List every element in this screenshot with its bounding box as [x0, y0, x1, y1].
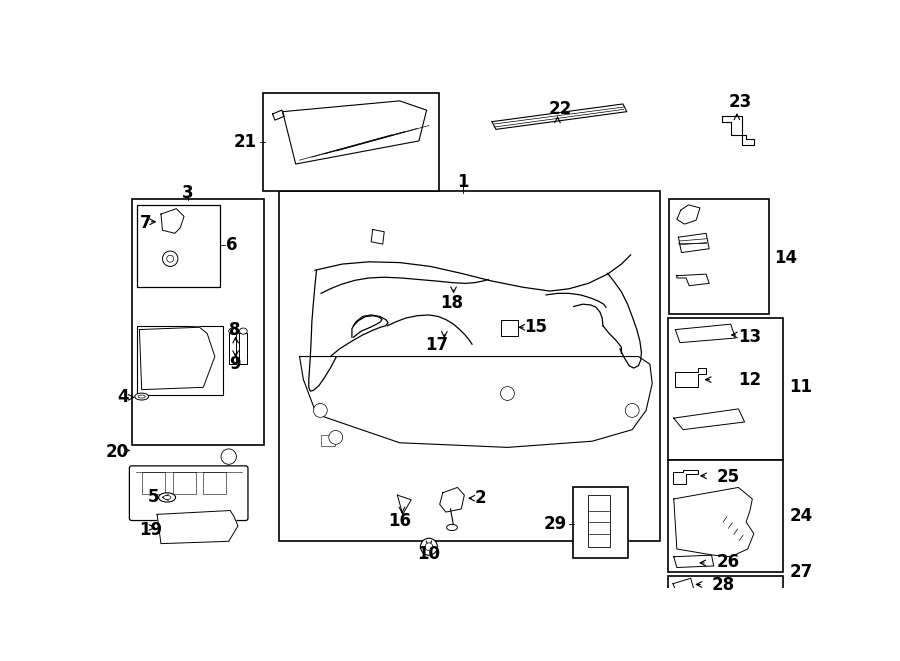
- Bar: [203, 472, 227, 494]
- Text: 1: 1: [457, 173, 469, 191]
- Bar: [394, 379, 439, 396]
- Ellipse shape: [239, 328, 248, 334]
- Text: 9: 9: [229, 355, 240, 373]
- Text: 18: 18: [440, 293, 464, 311]
- Bar: [180, 518, 192, 535]
- Polygon shape: [679, 233, 709, 253]
- Text: 8: 8: [229, 321, 240, 338]
- Text: 27: 27: [789, 563, 813, 581]
- Polygon shape: [397, 495, 411, 514]
- Ellipse shape: [420, 538, 437, 555]
- Bar: [589, 495, 610, 547]
- Text: 7: 7: [140, 214, 151, 232]
- Polygon shape: [722, 116, 754, 145]
- Text: 22: 22: [548, 100, 572, 118]
- Bar: [137, 205, 220, 288]
- Text: 6: 6: [227, 236, 238, 254]
- Bar: [137, 326, 223, 395]
- Polygon shape: [140, 327, 215, 389]
- Bar: [669, 199, 770, 314]
- FancyBboxPatch shape: [130, 466, 248, 520]
- Ellipse shape: [446, 524, 457, 531]
- Bar: [279, 191, 660, 541]
- Bar: [668, 318, 783, 461]
- Bar: [573, 487, 628, 559]
- Text: 19: 19: [140, 521, 163, 539]
- Polygon shape: [673, 578, 694, 594]
- Polygon shape: [670, 599, 777, 640]
- Polygon shape: [300, 356, 652, 447]
- Polygon shape: [440, 487, 464, 512]
- Polygon shape: [675, 324, 735, 342]
- Text: 13: 13: [738, 327, 761, 346]
- Ellipse shape: [425, 543, 433, 551]
- Ellipse shape: [500, 387, 515, 401]
- Text: 21: 21: [234, 134, 257, 151]
- Polygon shape: [673, 470, 698, 484]
- Bar: [507, 385, 552, 402]
- Polygon shape: [674, 555, 714, 568]
- Ellipse shape: [139, 395, 145, 398]
- Polygon shape: [239, 333, 248, 364]
- Text: 26: 26: [717, 553, 740, 571]
- Text: 11: 11: [789, 378, 813, 397]
- Ellipse shape: [166, 255, 174, 262]
- Bar: [214, 518, 226, 535]
- Text: 4: 4: [117, 388, 129, 407]
- Bar: [141, 472, 165, 494]
- Ellipse shape: [163, 496, 171, 499]
- Bar: [173, 472, 195, 494]
- Ellipse shape: [328, 430, 343, 444]
- Polygon shape: [371, 229, 384, 244]
- Ellipse shape: [158, 493, 176, 502]
- Text: 5: 5: [148, 488, 159, 506]
- Bar: [451, 382, 495, 399]
- Text: 15: 15: [525, 318, 547, 336]
- Ellipse shape: [313, 403, 328, 417]
- Polygon shape: [674, 409, 744, 430]
- Ellipse shape: [221, 449, 237, 464]
- Text: 25: 25: [717, 469, 740, 486]
- Text: 17: 17: [425, 336, 448, 354]
- Bar: [264, 93, 439, 191]
- Polygon shape: [677, 205, 700, 224]
- Polygon shape: [229, 333, 237, 364]
- Polygon shape: [674, 487, 754, 557]
- Polygon shape: [501, 321, 518, 336]
- Text: 10: 10: [418, 545, 440, 563]
- Bar: [668, 576, 783, 661]
- Ellipse shape: [135, 393, 148, 400]
- Text: 24: 24: [789, 507, 813, 525]
- Polygon shape: [273, 110, 284, 120]
- Bar: [668, 461, 783, 572]
- Bar: [163, 518, 175, 535]
- Bar: [131, 199, 264, 445]
- Text: 23: 23: [728, 93, 752, 112]
- Text: 12: 12: [738, 371, 761, 389]
- Text: 2: 2: [474, 489, 486, 507]
- Bar: [321, 435, 335, 446]
- Bar: [338, 375, 382, 393]
- Ellipse shape: [626, 403, 639, 417]
- Polygon shape: [675, 368, 706, 387]
- Text: 14: 14: [775, 249, 797, 267]
- Text: 28: 28: [712, 576, 734, 594]
- Ellipse shape: [163, 251, 178, 266]
- Text: 3: 3: [182, 184, 194, 202]
- Ellipse shape: [229, 328, 237, 334]
- Bar: [144, 345, 200, 377]
- Text: 20: 20: [105, 443, 129, 461]
- Text: 29: 29: [544, 516, 567, 533]
- Text: 16: 16: [388, 512, 411, 529]
- Polygon shape: [677, 274, 709, 286]
- Bar: [562, 388, 608, 405]
- Polygon shape: [492, 104, 626, 130]
- Bar: [197, 518, 209, 535]
- Polygon shape: [158, 510, 238, 543]
- Polygon shape: [161, 209, 184, 233]
- Polygon shape: [283, 101, 427, 164]
